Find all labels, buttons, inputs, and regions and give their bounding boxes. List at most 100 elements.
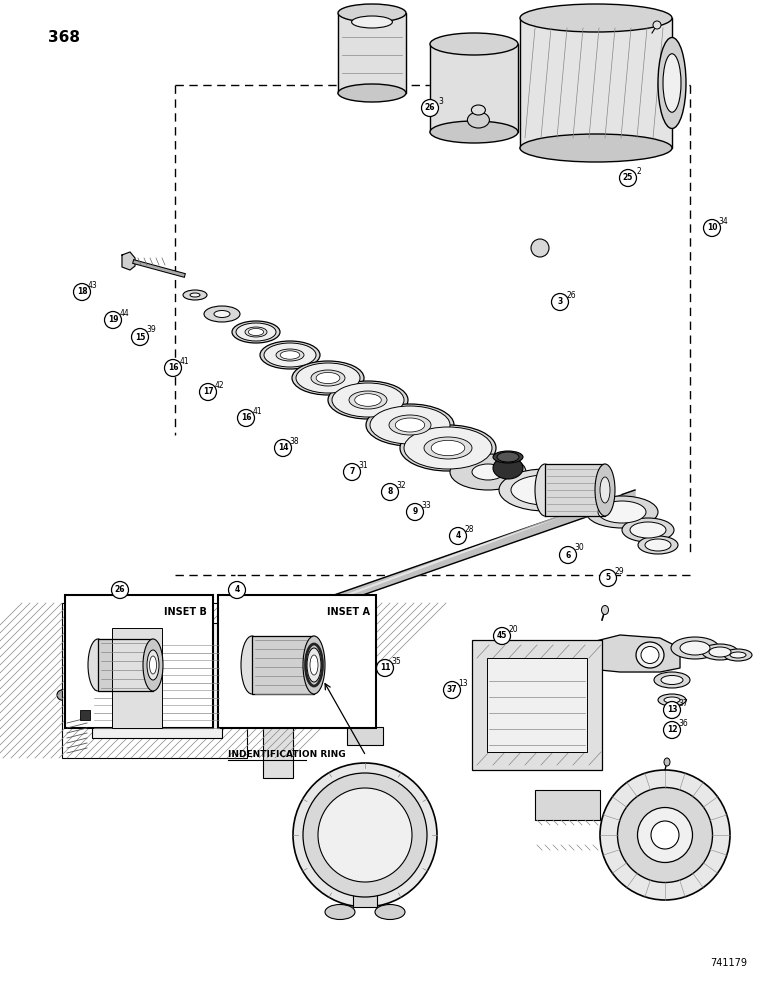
Ellipse shape (248, 328, 264, 336)
Ellipse shape (241, 636, 263, 694)
Polygon shape (430, 44, 518, 132)
Ellipse shape (664, 697, 680, 703)
Bar (535, 790, 600, 820)
Text: 44: 44 (119, 308, 129, 318)
Text: 41: 41 (252, 406, 262, 416)
Polygon shape (252, 636, 314, 694)
Ellipse shape (332, 383, 404, 417)
Ellipse shape (276, 349, 304, 361)
Text: 13: 13 (667, 706, 677, 714)
Text: 38: 38 (289, 436, 299, 446)
Circle shape (73, 284, 90, 300)
Text: 45: 45 (497, 632, 507, 641)
Text: 9: 9 (413, 508, 417, 516)
Text: 29: 29 (614, 566, 624, 576)
Ellipse shape (664, 758, 670, 766)
Ellipse shape (618, 788, 712, 882)
Ellipse shape (600, 477, 610, 503)
Ellipse shape (370, 406, 450, 444)
Ellipse shape (88, 639, 108, 691)
Circle shape (494, 628, 510, 645)
Circle shape (112, 582, 129, 598)
Text: 16: 16 (168, 363, 179, 372)
Bar (65, 595, 213, 728)
Text: 4: 4 (456, 532, 461, 540)
Text: 4: 4 (234, 585, 239, 594)
Ellipse shape (654, 672, 690, 688)
Circle shape (653, 21, 661, 29)
Ellipse shape (190, 293, 200, 297)
Bar (112, 628, 162, 728)
Ellipse shape (586, 496, 658, 528)
Ellipse shape (520, 4, 672, 32)
Ellipse shape (661, 676, 683, 684)
Ellipse shape (183, 290, 207, 300)
Ellipse shape (467, 112, 489, 128)
Ellipse shape (680, 641, 710, 655)
Text: 16: 16 (241, 414, 251, 422)
Ellipse shape (637, 808, 693, 862)
Ellipse shape (292, 361, 364, 395)
Ellipse shape (595, 464, 615, 516)
Circle shape (406, 504, 424, 520)
Ellipse shape (645, 539, 671, 551)
Ellipse shape (57, 690, 67, 700)
Circle shape (551, 294, 569, 310)
Ellipse shape (658, 37, 686, 128)
Circle shape (275, 440, 292, 456)
Ellipse shape (147, 650, 159, 680)
Circle shape (381, 484, 399, 500)
Text: 5: 5 (605, 574, 611, 582)
Ellipse shape (293, 763, 437, 907)
Text: 12: 12 (667, 726, 677, 734)
Ellipse shape (280, 351, 300, 359)
Circle shape (619, 169, 636, 186)
Text: 15: 15 (135, 332, 145, 342)
Ellipse shape (204, 306, 240, 322)
Ellipse shape (232, 321, 280, 343)
Ellipse shape (424, 437, 472, 459)
Ellipse shape (245, 327, 267, 337)
Text: 25: 25 (622, 174, 633, 182)
Circle shape (237, 410, 254, 426)
Bar (487, 658, 587, 752)
Circle shape (343, 464, 360, 481)
Text: 41: 41 (179, 357, 189, 365)
Ellipse shape (702, 644, 738, 660)
Ellipse shape (598, 501, 646, 523)
Ellipse shape (431, 440, 465, 456)
Ellipse shape (535, 464, 555, 516)
Ellipse shape (651, 821, 679, 849)
Bar (353, 889, 377, 907)
Polygon shape (580, 635, 680, 672)
Ellipse shape (493, 451, 523, 463)
Text: INSET B: INSET B (164, 607, 207, 617)
Ellipse shape (303, 773, 427, 897)
Text: 14: 14 (278, 444, 289, 452)
Ellipse shape (303, 636, 325, 694)
Polygon shape (545, 464, 605, 516)
Text: 28: 28 (464, 524, 473, 534)
Circle shape (105, 312, 122, 328)
Ellipse shape (395, 418, 424, 432)
Circle shape (664, 702, 680, 718)
Text: 31: 31 (358, 460, 368, 470)
Polygon shape (338, 13, 406, 93)
Polygon shape (62, 490, 635, 700)
Ellipse shape (325, 904, 355, 920)
Ellipse shape (310, 655, 318, 675)
Text: 35: 35 (391, 656, 401, 666)
Circle shape (229, 582, 246, 598)
Text: 7: 7 (349, 468, 355, 477)
Text: 368: 368 (48, 30, 80, 45)
Text: 43: 43 (88, 280, 98, 290)
Text: 30: 30 (574, 544, 584, 552)
Text: 11: 11 (380, 664, 390, 672)
Ellipse shape (658, 694, 686, 706)
Ellipse shape (349, 391, 387, 409)
Circle shape (377, 660, 393, 676)
Ellipse shape (450, 454, 526, 490)
Ellipse shape (638, 536, 678, 554)
Ellipse shape (150, 656, 157, 674)
Text: 42: 42 (215, 380, 224, 389)
